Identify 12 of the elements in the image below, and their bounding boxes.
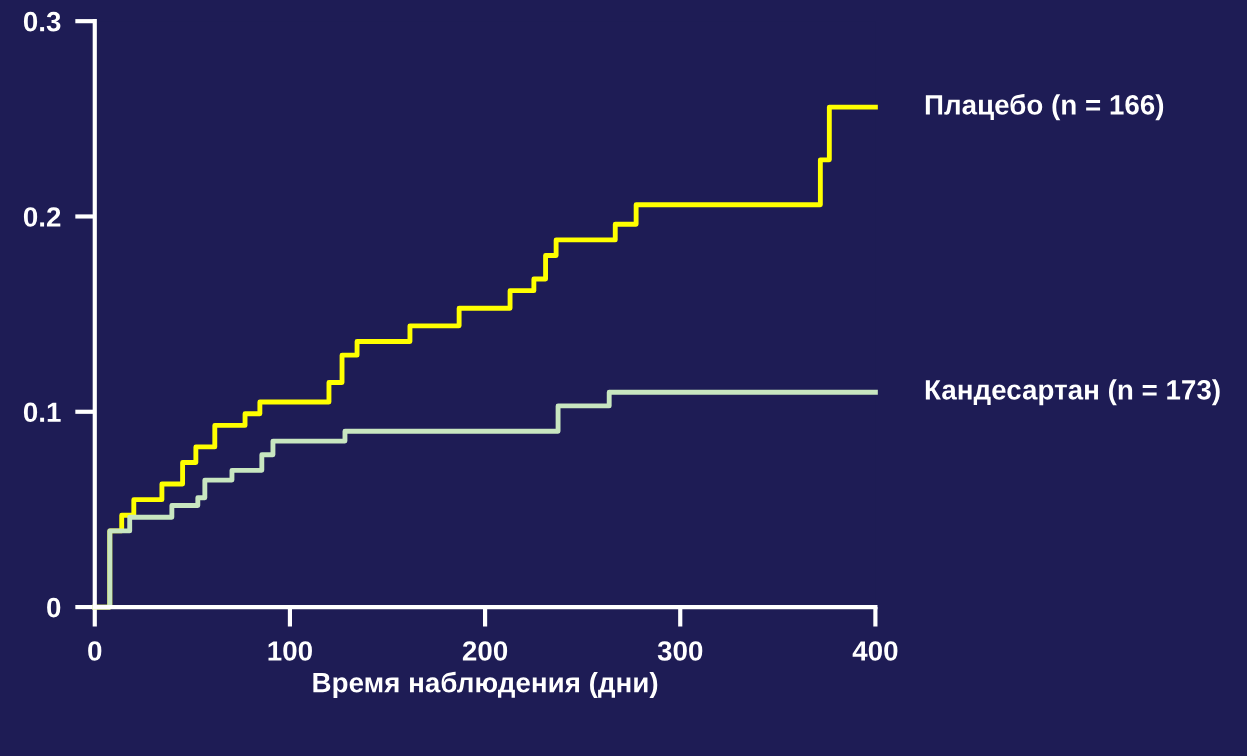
series-label: Плацебо (n = 166) — [925, 94, 1164, 121]
series-label: Кандесартан (n = 173) — [925, 379, 1220, 406]
x-axis-title: Время наблюдения (дни) — [313, 671, 658, 698]
y-tick-label: 0.2 — [23, 207, 61, 227]
x-tick-label: 300 — [657, 641, 703, 661]
x-tick-label: 100 — [268, 641, 312, 661]
y-tick-label: 0.1 — [23, 402, 61, 423]
x-tick-label: 200 — [462, 641, 508, 661]
y-tick-label: 0.3 — [23, 11, 61, 32]
x-tick-label: 0 — [88, 641, 102, 661]
x-tick-label: 400 — [852, 641, 898, 661]
y-tick-label: 0 — [47, 597, 61, 618]
